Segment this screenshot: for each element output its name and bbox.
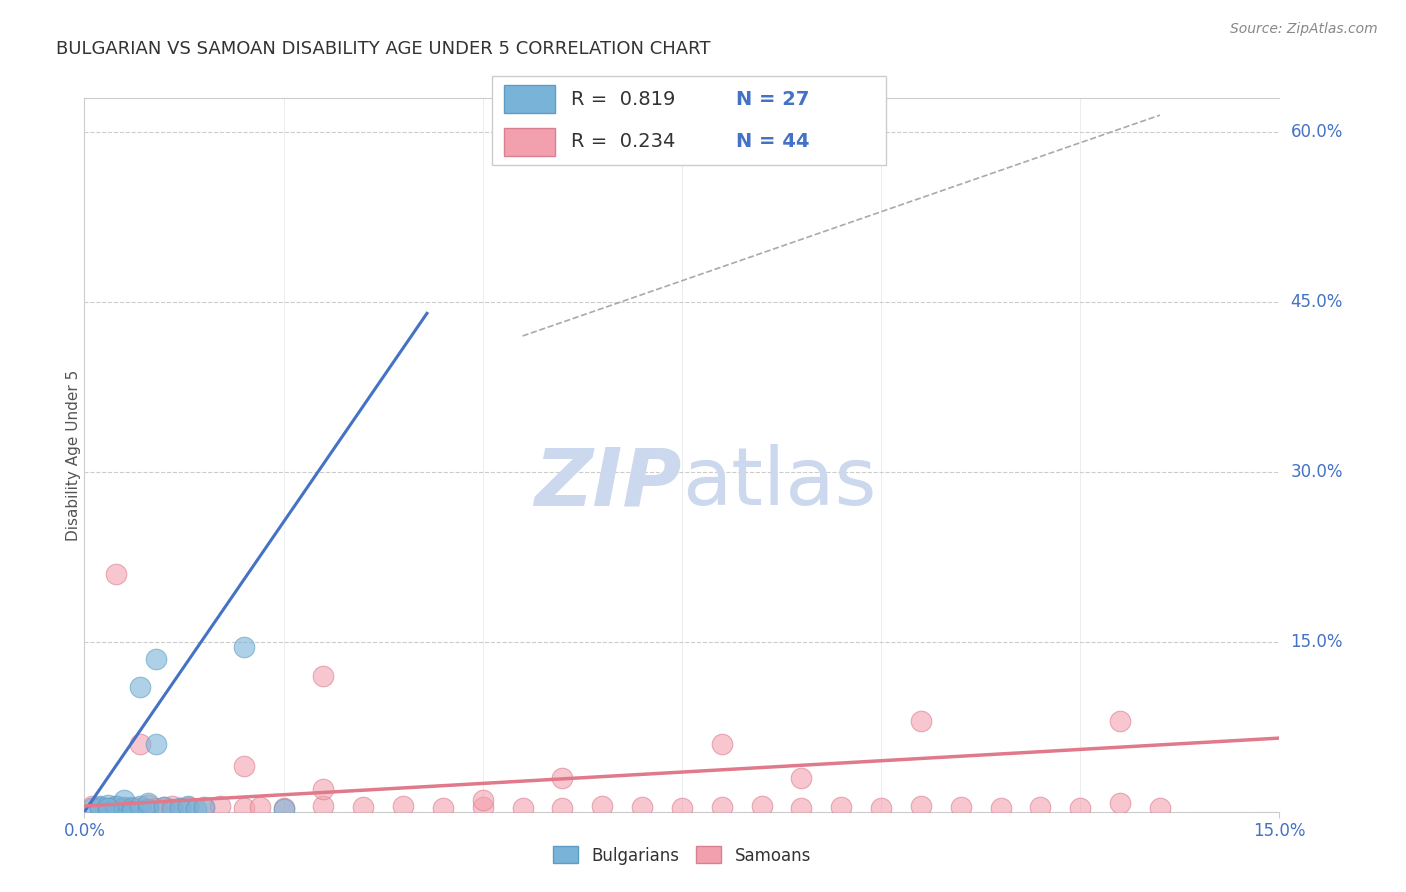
Point — [89, 799, 111, 814]
Text: Source: ZipAtlas.com: Source: ZipAtlas.com — [1230, 22, 1378, 37]
Point — [177, 800, 200, 814]
Point — [710, 737, 733, 751]
Text: R =  0.819: R = 0.819 — [571, 89, 675, 109]
Point — [97, 801, 120, 815]
Point — [790, 771, 813, 785]
Text: BULGARIAN VS SAMOAN DISABILITY AGE UNDER 5 CORRELATION CHART: BULGARIAN VS SAMOAN DISABILITY AGE UNDER… — [56, 40, 711, 58]
Point — [591, 799, 613, 814]
Point — [551, 801, 574, 815]
Point — [1109, 796, 1132, 810]
Point — [631, 800, 654, 814]
Text: atlas: atlas — [682, 444, 876, 523]
Point — [432, 801, 454, 815]
Point — [129, 737, 152, 751]
Text: ZIP: ZIP — [534, 444, 682, 523]
Point — [97, 801, 120, 815]
Point — [710, 800, 733, 814]
Point — [121, 804, 143, 818]
Point — [169, 801, 191, 815]
Point — [949, 800, 972, 814]
Point — [671, 801, 693, 815]
Point — [89, 801, 111, 815]
FancyBboxPatch shape — [503, 128, 555, 156]
Point — [352, 800, 374, 814]
Point — [990, 801, 1012, 815]
Point — [1149, 801, 1171, 815]
Point — [105, 801, 128, 815]
Point — [153, 800, 176, 814]
FancyBboxPatch shape — [492, 76, 886, 165]
Point — [136, 796, 159, 810]
Text: 60.0%: 60.0% — [1291, 123, 1343, 141]
Point — [273, 802, 295, 816]
Point — [82, 801, 104, 815]
FancyBboxPatch shape — [503, 85, 555, 113]
Text: 15.0%: 15.0% — [1291, 632, 1343, 651]
Point — [105, 799, 128, 814]
Point — [1029, 800, 1052, 814]
Point — [160, 799, 183, 814]
Point — [751, 799, 773, 814]
Point — [121, 801, 143, 815]
Point — [105, 566, 128, 581]
Point — [512, 801, 534, 815]
Point — [153, 800, 176, 814]
Legend: Bulgarians, Samoans: Bulgarians, Samoans — [547, 839, 817, 871]
Point — [790, 801, 813, 815]
Point — [471, 800, 494, 814]
Point — [145, 737, 167, 751]
Point — [208, 799, 231, 814]
Point — [145, 801, 167, 815]
Point — [910, 799, 932, 814]
Point — [136, 797, 159, 812]
Point — [112, 801, 135, 815]
Point — [392, 799, 415, 814]
Point — [551, 771, 574, 785]
Point — [129, 799, 152, 814]
Point — [232, 801, 254, 815]
Text: 30.0%: 30.0% — [1291, 463, 1343, 481]
Point — [97, 797, 120, 812]
Point — [471, 793, 494, 807]
Point — [910, 714, 932, 728]
Point — [89, 800, 111, 814]
Point — [232, 640, 254, 655]
Point — [830, 800, 852, 814]
Point — [184, 802, 207, 816]
Point — [273, 801, 295, 815]
Point — [160, 802, 183, 816]
Point — [232, 759, 254, 773]
Point — [312, 782, 335, 797]
Point — [249, 800, 271, 814]
Point — [312, 669, 335, 683]
Point — [193, 800, 215, 814]
Y-axis label: Disability Age Under 5: Disability Age Under 5 — [66, 369, 80, 541]
Text: R =  0.234: R = 0.234 — [571, 132, 675, 152]
Text: N = 44: N = 44 — [737, 132, 810, 152]
Point — [97, 804, 120, 818]
Point — [121, 800, 143, 814]
Point — [177, 799, 200, 814]
Point — [82, 799, 104, 814]
Point — [112, 793, 135, 807]
Point — [1069, 801, 1091, 815]
Point — [112, 800, 135, 814]
Point — [105, 799, 128, 814]
Point — [129, 801, 152, 815]
Point — [169, 801, 191, 815]
Point — [112, 802, 135, 816]
Point — [145, 652, 167, 666]
Point — [312, 799, 335, 814]
Text: 45.0%: 45.0% — [1291, 293, 1343, 311]
Point — [193, 801, 215, 815]
Point — [1109, 714, 1132, 728]
Point — [129, 680, 152, 694]
Point — [136, 802, 159, 816]
Point — [870, 801, 893, 815]
Text: N = 27: N = 27 — [737, 89, 810, 109]
